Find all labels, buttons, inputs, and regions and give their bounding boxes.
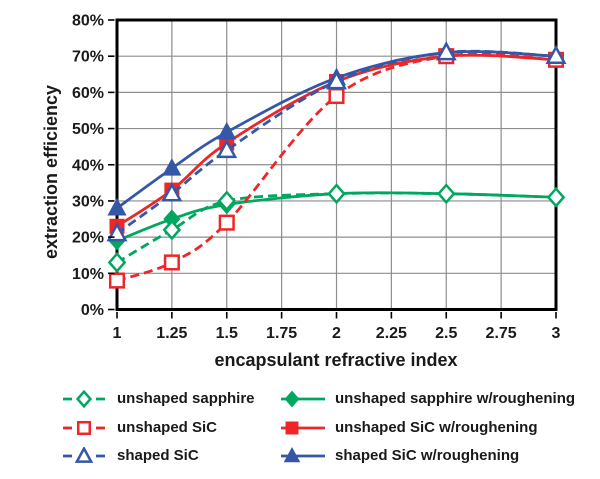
data-point-marker [283,447,301,463]
gridlines [117,20,556,310]
data-point-marker [284,390,300,408]
series-line [116,49,557,235]
x-tick-label: 1 [113,325,122,342]
y-tick-label: 80% [72,13,104,30]
chart-plot-area: 1 1.25 1.5 1.75 2 2.25 2.5 2.75 30%10%20%30%40%5… [41,13,567,370]
data-point-marker [107,251,127,273]
data-point-marker [285,421,299,434]
data-point-marker [328,87,345,105]
data-point-marker [435,41,457,61]
y-tick-label: 70% [72,49,104,66]
legend-label-unshaped-sapphire: unshaped sapphire [117,390,255,407]
data-point-marker [106,222,128,242]
data-point-marker [161,182,183,202]
x-tick-label: 2 [332,325,341,342]
legend-marker-unshaped-sic-icon [63,420,105,435]
data-point-marker [163,254,180,271]
data-point-marker [216,138,238,159]
legend-label-unshaped-sic: unshaped SiC [117,418,218,436]
plot-frame [115,18,558,311]
legend-label-unshaped-sapphire-roughening: unshaped sapphire w/roughening [335,390,576,407]
data-point-marker [75,390,93,408]
x-tick-label: 2.5 [435,325,457,342]
x-tick-label: 2.25 [376,325,407,342]
legend-label-shaped-sic: shaped SiC [117,447,199,464]
x-tick-label: 3 [552,325,561,342]
data-point-marker [546,186,566,208]
legend-item-unshaped-sapphire-roughening: unshaped sapphire w/roughening [280,390,575,408]
legend-item-shaped-sic-roughening: shaped SiC w/roughening [280,447,575,465]
data-point-marker [74,447,94,463]
legend-label-shaped-sic-roughening: shaped SiC w/roughening [335,447,520,464]
data-point-marker [107,197,127,216]
y-tick-label: 40% [72,157,104,174]
data-point-marker [217,190,237,212]
data-point-marker [162,219,182,241]
x-tick-label: 1.75 [266,325,297,342]
data-point-marker [108,272,126,289]
data-point-marker [217,121,237,140]
data-point-marker [436,183,456,205]
y-tick-label: 50% [72,121,104,138]
legend-item-unshaped-sic: unshaped SiC [62,419,280,437]
x-tick-label: 2.75 [486,325,517,342]
data-point-marker [162,158,182,176]
legend-marker-shaped-sic-roughening-icon [281,447,325,463]
legend-marker-unshaped-sic-roughening-icon [281,421,325,434]
data-point-marker [76,420,92,435]
x-tick-label: 1.25 [156,325,187,342]
legend: unshaped sapphire unshaped sapphire w/ro… [62,390,575,465]
data-point-marker [218,214,235,231]
axis-ticks: 1 1.25 1.5 1.75 2 2.25 2.5 2.75 30%10%20%30%40%5… [72,13,561,343]
series-0 [107,183,566,273]
x-axis-title: encapsulant refractive index [214,350,457,370]
series-4 [106,41,567,242]
y-tick-label: 0% [81,302,104,319]
data-point-marker [325,70,348,90]
x-tick-label: 1.5 [216,325,238,342]
y-tick-label: 10% [72,266,104,283]
y-axis-title: extraction efficiency [41,85,61,259]
axis-frame [115,18,558,311]
data-point-marker [545,44,567,65]
legend-marker-unshaped-sapphire-roughening-icon [281,390,325,408]
y-tick-label: 60% [72,85,104,102]
legend-item-shaped-sic: shaped SiC [62,447,280,465]
legend-item-unshaped-sapphire: unshaped sapphire [62,390,280,408]
legend-marker-shaped-sic-icon [63,447,105,463]
data-point-marker [327,183,346,205]
y-tick-label: 30% [72,193,104,210]
legend-marker-unshaped-sapphire-icon [63,390,105,408]
legend-item-unshaped-sic-roughening: unshaped SiC w/roughening [280,419,575,437]
legend-label-unshaped-sic-roughening: unshaped SiC w/roughening [335,418,538,436]
data-series [106,41,567,289]
y-tick-label: 20% [72,230,104,247]
